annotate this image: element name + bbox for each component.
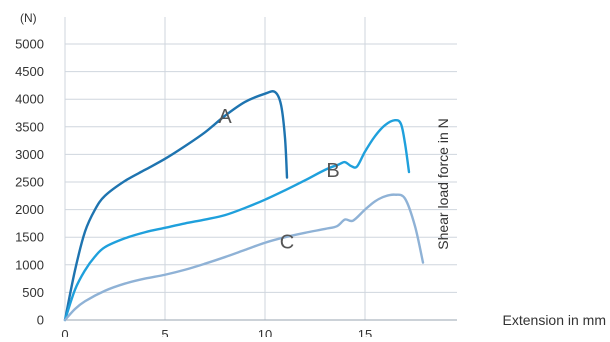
y-tick-label: 2500 — [15, 175, 44, 190]
y-tick-label: 0 — [37, 313, 44, 328]
series-line-c — [63, 193, 425, 322]
series-line-a — [63, 90, 289, 322]
series-labels: A B C — [218, 106, 339, 254]
y-tick-label: 1000 — [15, 257, 44, 272]
y-tick-label: 3000 — [15, 147, 44, 162]
x-tick-label: 15 — [358, 327, 372, 337]
y-tick-label: 3500 — [15, 119, 44, 134]
y-tick-label: 5000 — [15, 37, 44, 52]
x-axis-title: Extension in mm — [503, 312, 606, 328]
y-unit-label: (N) — [20, 11, 37, 25]
y-tick-label: 2000 — [15, 202, 44, 217]
x-tick-label: 0 — [61, 327, 68, 337]
series-line-b — [63, 118, 411, 322]
series-label-a: A — [218, 106, 232, 128]
y-tick-label: 1500 — [15, 230, 44, 245]
y-tick-label: 4000 — [15, 92, 44, 107]
series-label-c: C — [280, 232, 294, 254]
tick-labels: 0 500 1000 1500 2000 2500 3000 3500 4000 4500 5000… — [15, 37, 372, 342]
y-axis-title: Shear load force in N — [435, 118, 451, 250]
series-lines — [63, 90, 425, 322]
y-tick-label: 500 — [22, 285, 44, 300]
x-tick-label: 5 — [161, 327, 168, 337]
series-label-b: B — [326, 160, 339, 182]
gridlines — [64, 17, 457, 320]
y-tick-label: 4500 — [15, 64, 44, 79]
x-tick-label: 10 — [258, 327, 272, 337]
